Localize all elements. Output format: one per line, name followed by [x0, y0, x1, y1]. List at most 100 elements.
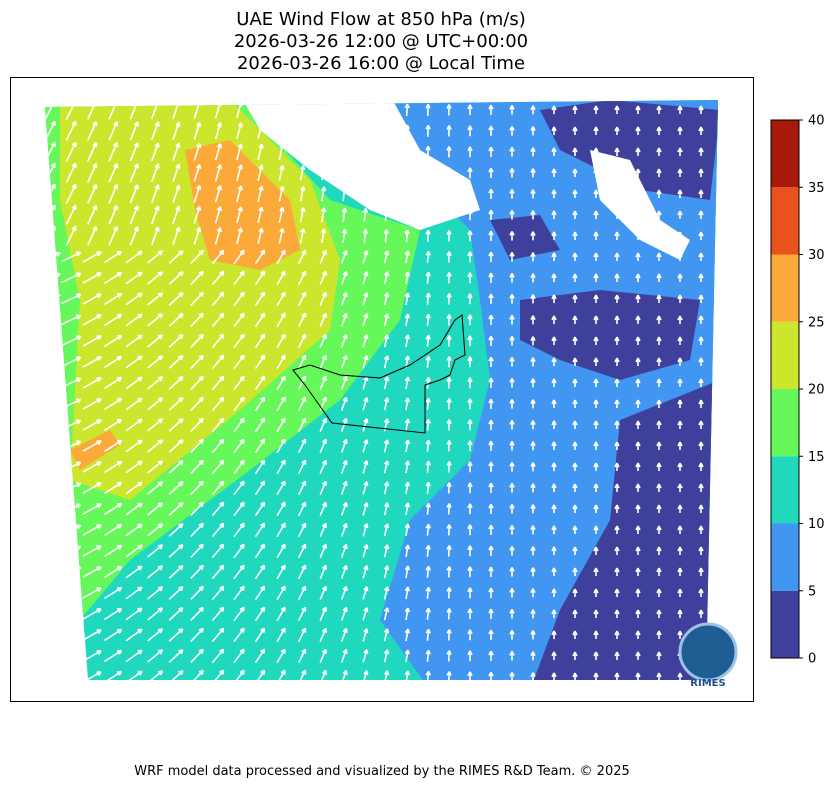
wind-arrow — [551, 252, 557, 262]
wind-arrow — [404, 334, 411, 348]
wind-arrow — [82, 524, 102, 536]
wind-arrow — [214, 206, 223, 224]
wind-arrow — [383, 292, 390, 306]
wind-arrow — [572, 525, 578, 534]
wind-arrow — [319, 585, 327, 600]
wind-arrow — [530, 210, 536, 220]
wind-arrow — [362, 418, 369, 432]
wind-arrow — [488, 314, 494, 325]
wind-arrow — [236, 122, 243, 140]
wind-arrow — [65, 141, 77, 162]
field-missing — [240, 100, 480, 230]
wind-arrow — [614, 252, 620, 261]
wind-arrow — [572, 483, 578, 492]
wind-arrow — [593, 609, 599, 618]
colorbar-tick-label: 10 — [808, 517, 825, 532]
logo-emblem — [678, 622, 738, 682]
wind-arrow — [551, 294, 557, 304]
wind-arrow — [129, 205, 139, 225]
wind-arrow — [147, 586, 164, 600]
wind-arrow — [467, 251, 473, 263]
wind-arrow — [635, 294, 641, 303]
wind-arrow — [82, 335, 102, 347]
wind-arrow — [446, 335, 452, 347]
wind-arrow — [297, 333, 307, 349]
wind-arrow — [104, 502, 123, 516]
wind-arrow — [190, 627, 204, 643]
wind-arrow — [104, 334, 123, 348]
wind-arrow — [635, 147, 641, 156]
wind-arrow — [425, 166, 431, 179]
wind-arrow — [362, 481, 369, 495]
wind-arrow — [320, 207, 327, 223]
wind-arrow — [593, 525, 599, 534]
wind-arrow — [530, 483, 536, 493]
wind-arrow — [698, 609, 704, 618]
wind-arrow — [467, 482, 473, 494]
colorbar-segment — [771, 187, 799, 255]
wind-arrow — [698, 420, 704, 429]
wind-arrow — [593, 273, 599, 282]
wind-arrow — [82, 293, 102, 305]
wind-arrow — [233, 312, 245, 328]
wind-arrow — [572, 609, 578, 618]
wind-arrow — [211, 291, 225, 307]
wind-arrow — [572, 147, 578, 156]
wind-arrow — [656, 294, 662, 303]
wind-arrow — [104, 586, 123, 600]
wind-arrow — [593, 441, 599, 450]
wind-arrow — [488, 272, 494, 283]
wind-arrow — [172, 163, 181, 182]
wind-arrow — [509, 167, 515, 178]
wind-arrow — [190, 459, 204, 475]
wind-arrow — [509, 566, 515, 577]
wind-field — [45, 100, 718, 680]
wind-arrow — [614, 525, 620, 534]
wind-arrow — [257, 122, 264, 140]
wind-arrow — [147, 334, 164, 348]
wind-arrow — [340, 291, 348, 306]
wind-arrow — [233, 249, 245, 265]
wind-arrow — [530, 168, 536, 178]
wind-arrow — [211, 312, 225, 328]
wind-arrow — [488, 503, 494, 514]
wind-arrow — [320, 228, 327, 244]
wind-arrow — [61, 608, 82, 620]
wind-arrow — [383, 208, 389, 222]
wind-arrow — [614, 273, 620, 282]
colorbar-tick-label: 35 — [808, 181, 825, 196]
wind-arrow — [593, 399, 599, 408]
wind-arrow — [257, 227, 264, 245]
wind-arrow — [211, 333, 225, 349]
wind-arrow — [319, 480, 327, 495]
wind-arrow — [635, 252, 641, 261]
wind-arrow — [425, 208, 431, 221]
wind-arrow — [551, 588, 557, 598]
wind-arrow — [404, 355, 411, 369]
wind-arrow — [236, 143, 243, 161]
wind-arrow — [404, 670, 411, 680]
wind-arrow — [446, 104, 452, 116]
wind-arrow — [190, 396, 204, 412]
wind-arrow — [45, 398, 61, 409]
wind-arrow — [297, 249, 307, 265]
wind-arrow — [572, 189, 578, 198]
wind-arrow — [45, 608, 61, 619]
wind-arrow — [404, 145, 410, 159]
wind-arrow — [383, 544, 390, 558]
wind-arrow — [656, 651, 662, 660]
wind-arrow — [254, 543, 266, 559]
wind-arrow — [572, 588, 578, 597]
wind-arrow — [147, 250, 164, 264]
wind-arrow — [488, 461, 494, 472]
wind-arrow — [45, 356, 61, 367]
wind-arrow — [125, 502, 143, 516]
wind-arrow — [319, 375, 327, 390]
wind-arrow — [572, 441, 578, 450]
wind-arrow — [677, 168, 683, 177]
wind-arrow — [125, 670, 143, 680]
wind-arrow — [488, 188, 494, 199]
wind-arrow — [509, 608, 515, 619]
wind-arrow — [446, 440, 452, 452]
wind-arrow — [488, 377, 494, 388]
